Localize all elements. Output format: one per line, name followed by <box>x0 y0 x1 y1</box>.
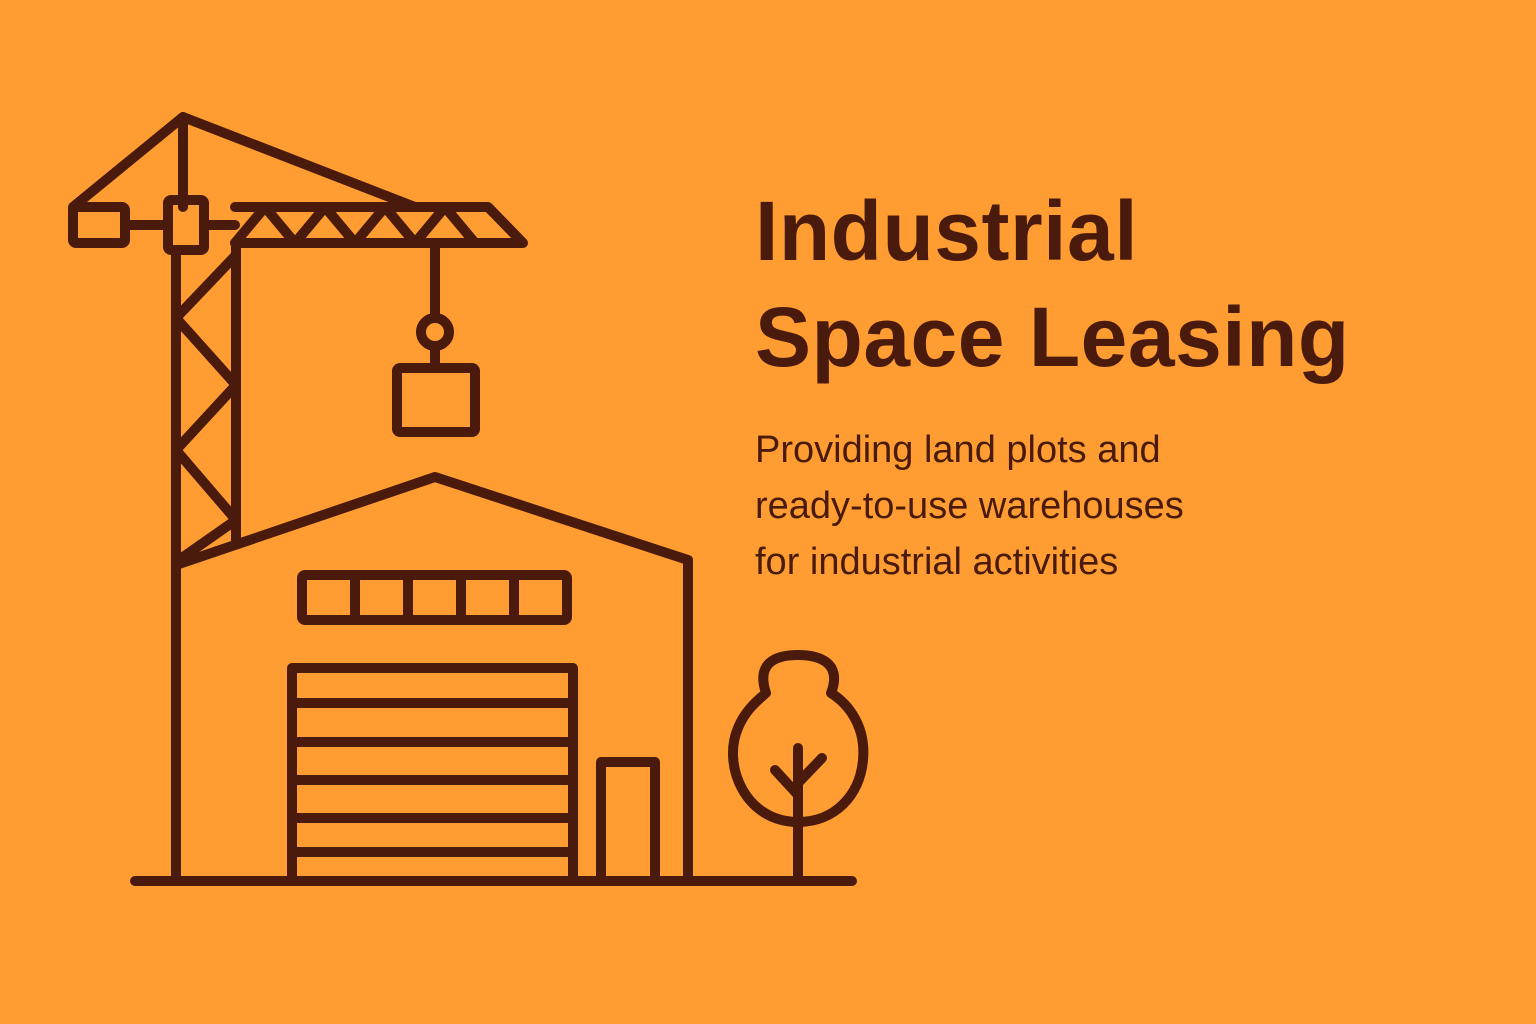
tagline-line-3: for industrial activities <box>755 541 1119 583</box>
headline: Industrial Space Leasing <box>755 178 1495 390</box>
tree-icon <box>728 650 869 885</box>
headline-line-2: Space Leasing <box>755 290 1350 384</box>
industrial-illustration <box>68 112 869 886</box>
text-block: Industrial Space Leasing Providing land … <box>755 178 1495 590</box>
tower-crane-icon <box>68 112 528 567</box>
tagline-line-2: ready-to-use warehouses <box>755 485 1184 527</box>
warehouse-icon <box>171 472 693 885</box>
headline-line-1: Industrial <box>755 184 1139 278</box>
tagline-line-1: Providing land plots and <box>755 429 1161 471</box>
tagline: Providing land plots and ready-to-use wa… <box>755 422 1495 590</box>
